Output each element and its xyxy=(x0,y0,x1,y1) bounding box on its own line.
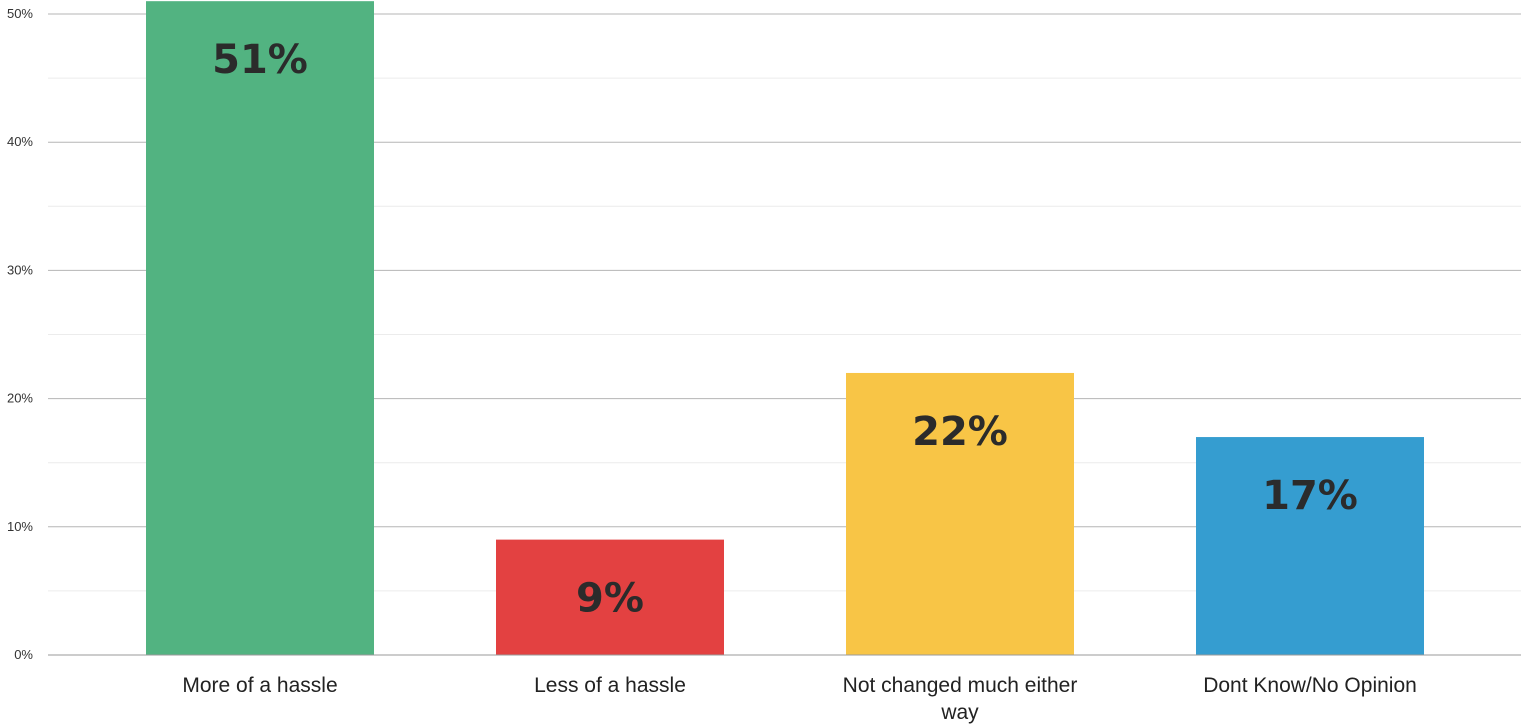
y-tick-label: 40% xyxy=(7,134,33,149)
category-label-line: Dont Know/No Opinion xyxy=(1203,674,1417,697)
data-label: 17% xyxy=(1262,473,1358,519)
bars xyxy=(146,1,1424,656)
x-category-label: Dont Know/No Opinion xyxy=(1203,674,1417,697)
bar xyxy=(496,539,724,655)
bar xyxy=(146,1,374,656)
x-category-label: Not changed much either way xyxy=(843,674,1078,724)
data-label: 9% xyxy=(576,576,644,622)
y-axis-ticks: 0% 10% 20% 30% 40% 50% xyxy=(7,6,33,662)
data-label: 51% xyxy=(212,37,308,83)
bar xyxy=(846,372,1074,655)
category-label-line: Not changed much either xyxy=(843,674,1078,697)
category-labels: More of a hassle Less of a hassle Not chan… xyxy=(182,674,1416,724)
x-category-label: Less of a hassle xyxy=(534,674,686,697)
bar xyxy=(1196,437,1424,655)
y-tick-label: 10% xyxy=(7,519,33,534)
value-labels: 51% 9% 22% 17% xyxy=(212,37,1358,621)
category-label-line: way xyxy=(940,701,979,724)
category-label-line: More of a hassle xyxy=(182,674,337,697)
y-tick-label: 50% xyxy=(7,6,33,21)
category-label-line: Less of a hassle xyxy=(534,674,686,697)
x-category-label: More of a hassle xyxy=(182,674,337,697)
data-label: 22% xyxy=(912,409,1008,455)
y-tick-label: 30% xyxy=(7,262,33,277)
y-tick-label: 20% xyxy=(7,391,33,406)
y-tick-label: 0% xyxy=(14,647,33,662)
